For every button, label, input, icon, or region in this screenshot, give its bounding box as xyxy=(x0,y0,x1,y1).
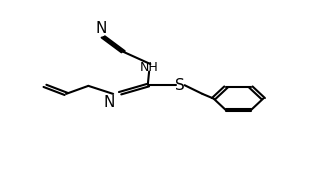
Text: S: S xyxy=(175,78,185,93)
Text: N: N xyxy=(95,21,107,36)
Text: NH: NH xyxy=(140,61,158,74)
Text: N: N xyxy=(103,95,115,110)
